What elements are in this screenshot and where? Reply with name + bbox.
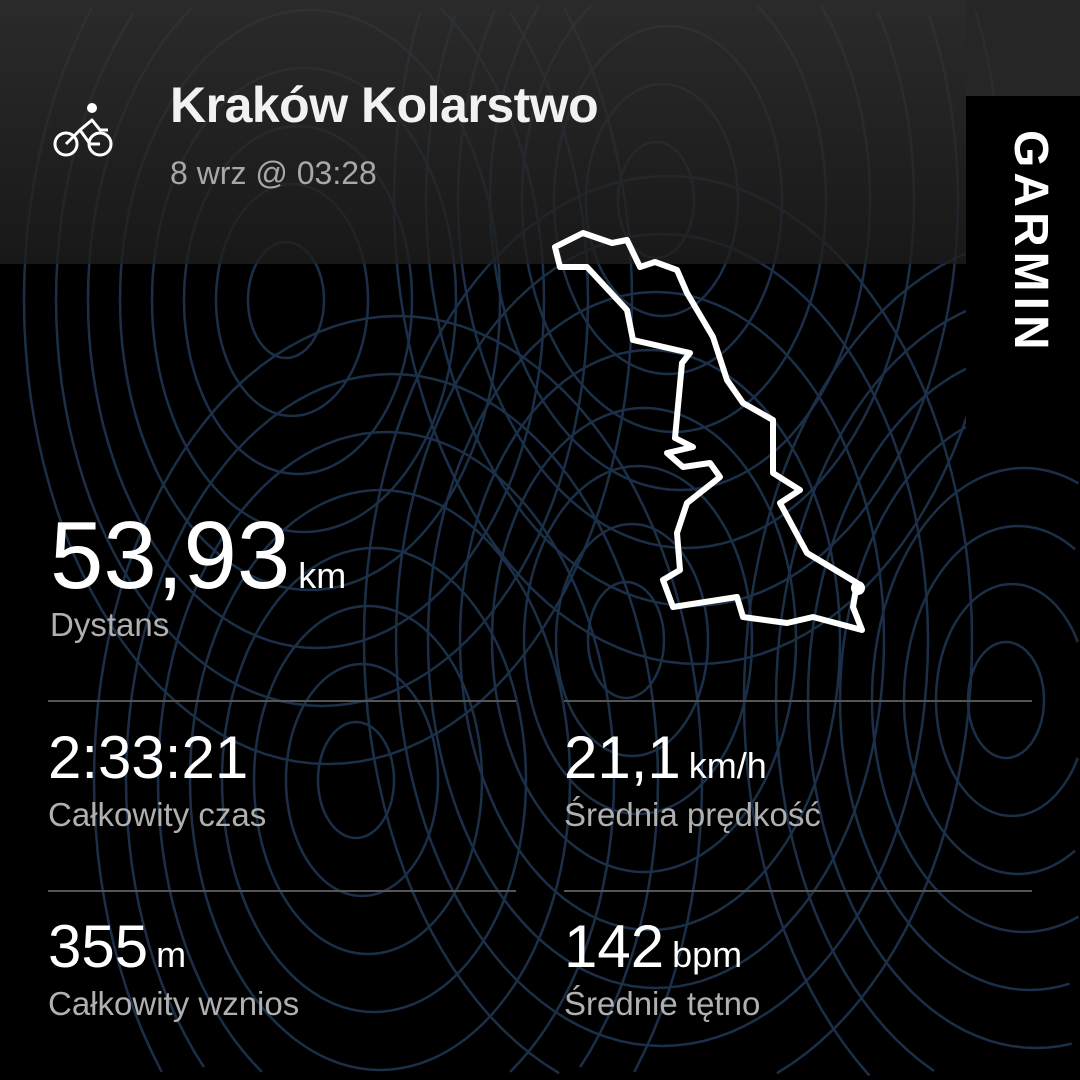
stat-distance: 53,93 km Dystans	[50, 502, 347, 644]
divider	[564, 890, 1032, 892]
header-extension	[966, 0, 1080, 96]
stat-total-time: 2:33:21 Całkowity czas	[48, 724, 267, 834]
stat-avg-heart-rate: 142 bpm Średnie tętno	[564, 913, 761, 1023]
contour-line	[554, 522, 710, 758]
activity-header	[0, 0, 966, 264]
contour-line	[220, 546, 528, 1014]
route-end-marker	[851, 581, 865, 595]
contour-line	[394, 232, 930, 1048]
contour-line	[586, 580, 666, 700]
divider	[48, 700, 516, 702]
activity-date: 8 wrz @ 03:28	[170, 155, 377, 191]
activity-title: Kraków Kolarstwo	[170, 77, 599, 133]
stat-total-ascent: 355 m Całkowity wznios	[48, 913, 300, 1023]
contour-line	[156, 430, 616, 1073]
contour-line	[124, 372, 660, 1068]
contour-line	[774, 292, 1070, 1072]
contour-line	[490, 406, 798, 874]
route-path	[552, 230, 865, 633]
bicycle-icon	[53, 103, 113, 157]
stat-avg-speed: 21,1 km/h Średnia prędkość	[564, 724, 821, 834]
contour-line	[252, 604, 484, 956]
contour-line	[426, 290, 886, 990]
contour-line	[284, 662, 440, 898]
contour-line	[742, 234, 1064, 1077]
divider	[48, 890, 516, 892]
contour-line	[522, 464, 754, 816]
garmin-logo: GARMIN	[966, 96, 1080, 432]
contour-line	[188, 488, 572, 1072]
contour-line	[316, 720, 396, 840]
divider	[564, 700, 1032, 702]
contour-line	[92, 314, 704, 1073]
